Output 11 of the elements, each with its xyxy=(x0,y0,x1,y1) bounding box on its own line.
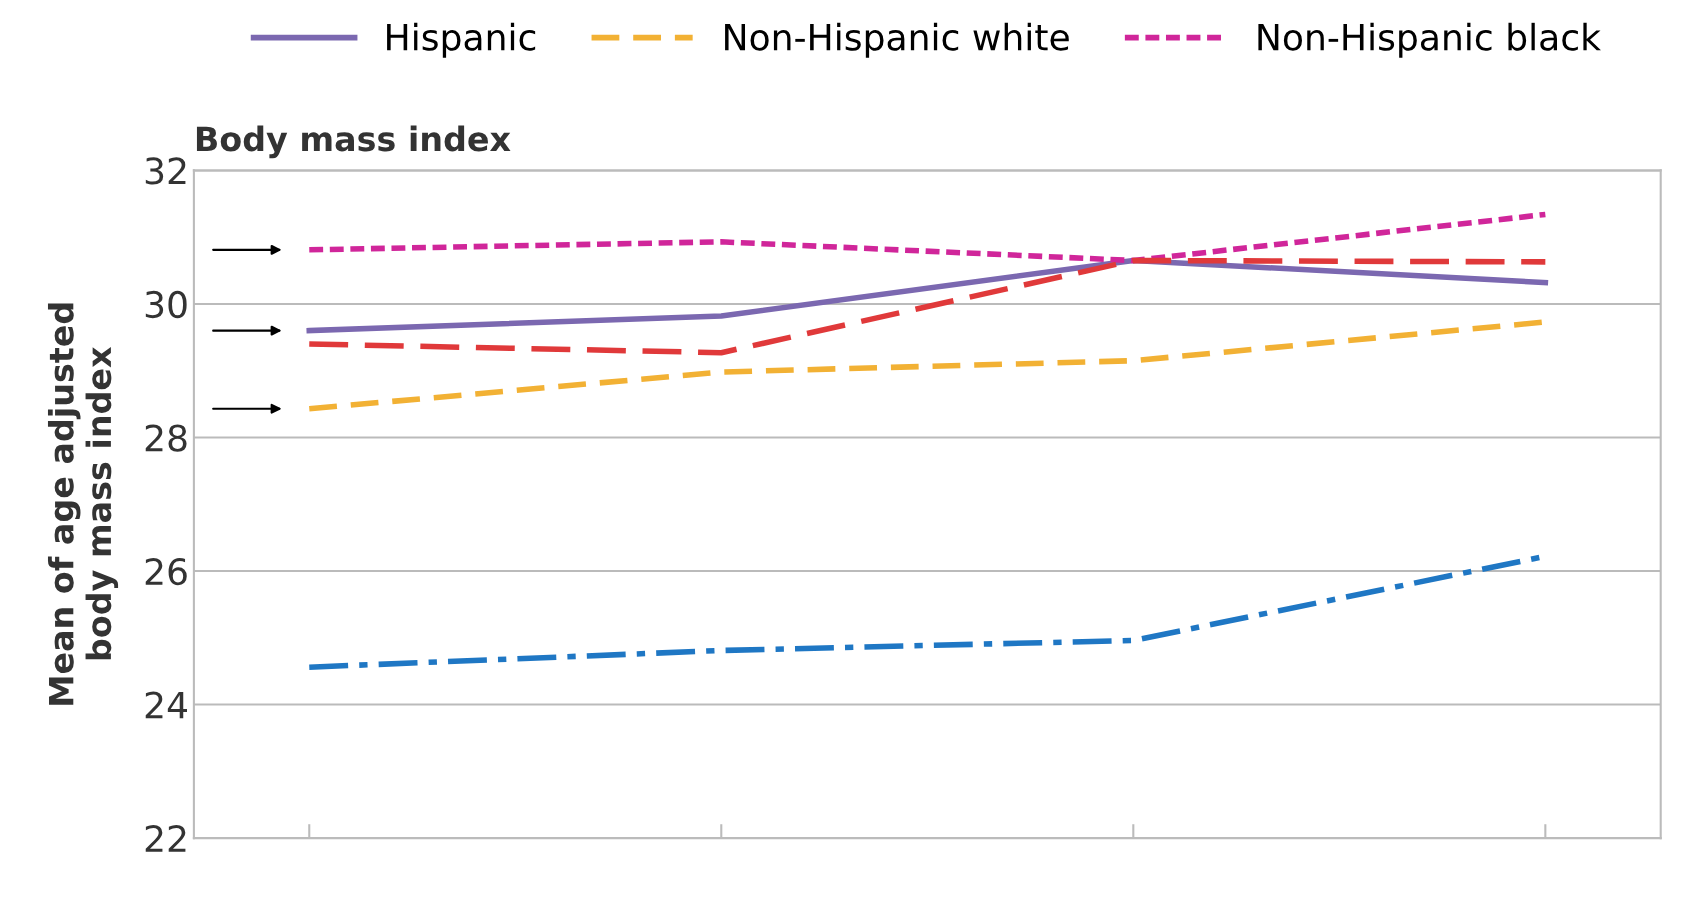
legend-label: Non-Hispanic black xyxy=(1258,22,1601,58)
y-tick-label: 26 xyxy=(145,557,187,586)
legend-label: Non-Hispanic white xyxy=(725,22,1069,58)
y-tick-label: 28 xyxy=(145,424,187,452)
y-axis-title: Mean of age adjusted body mass index xyxy=(47,303,119,705)
legend-label: Hispanic xyxy=(387,22,536,58)
chart-title: Body mass index xyxy=(196,125,511,159)
y-tick-label: 24 xyxy=(145,691,187,719)
y-tick-label: 30 xyxy=(145,290,187,319)
y-tick-label: 32 xyxy=(145,157,186,185)
y-tick-label: 22 xyxy=(145,825,186,852)
